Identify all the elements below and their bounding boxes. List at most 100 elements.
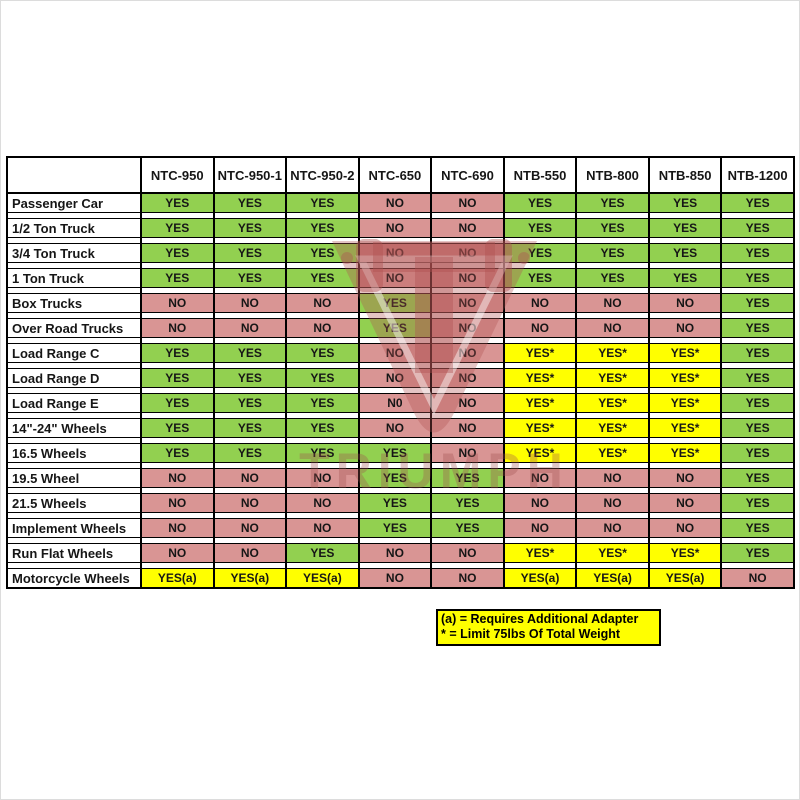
table-cell: YES [721,318,794,338]
table-cell: YES* [576,443,649,463]
table-cell: NO [431,418,504,438]
row-spacer [7,338,794,343]
table-cell: YES [141,268,214,288]
table-cell: YES [358,293,432,313]
column-header-ntc-690: NTC-690 [431,157,504,193]
table-cell: YES* [576,543,649,563]
table-cell: NO [431,368,504,388]
table-cell: YES(a) [141,568,214,588]
table-cell: YES [286,193,359,213]
table-cell: YES* [576,368,649,388]
table-cell: NO [213,318,287,338]
footnote-line: (a) = Requires Additional Adapter [441,612,639,626]
table-cell: YES [286,218,359,238]
footnote-box: (a) = Requires Additional Adapter * = Lim… [436,609,661,646]
table-cell: NO [648,493,722,513]
table-cell: YES [648,218,722,238]
table-cell: NO [431,268,504,288]
table-cell: YES [286,368,359,388]
table-cell: YES [721,443,794,463]
table-cell: YES* [648,393,722,413]
table-cell: NO [576,518,649,538]
table-cell: NO [648,518,722,538]
table-cell: N0 [358,393,432,413]
table-cell: YES [721,468,794,488]
table-cell: YES [213,193,287,213]
table-cell: YES [721,193,794,213]
table-cell: NO [141,293,214,313]
table-row: 3/4 Ton Truck YES YES YES NO NO YES YES YES YES [7,243,794,263]
row-spacer [7,563,794,568]
table-cell: YES [503,243,577,263]
table-cell: YES [213,443,287,463]
table-row: 16.5 Wheels YES YES YES YES NO YES* YES* YES* YES [7,443,794,463]
table-cell: YES [358,318,432,338]
table-cell: NO [213,543,287,563]
row-spacer [7,213,794,218]
row-label: Passenger Car [7,193,141,213]
table-cell: NO [358,268,432,288]
table-cell: NO [431,443,504,463]
table-row: 14"-24" Wheels YES YES YES NO NO YES* YES* YES* Y… [7,418,794,438]
table-cell: NO [213,518,287,538]
row-label: 16.5 Wheels [7,443,141,463]
row-spacer [7,513,794,518]
row-label: Load Range D [7,368,141,388]
row-spacer [7,438,794,443]
table-row: Over Road Trucks NO NO NO YES NO NO NO NO YES [7,318,794,338]
table-row: 21.5 Wheels NO NO NO YES YES NO NO NO YES [7,493,794,513]
table-cell: YES [721,368,794,388]
row-label: 1/2 Ton Truck [7,218,141,238]
table-cell: YES [721,243,794,263]
table-cell: NO [141,543,214,563]
table-cell: NO [721,568,794,588]
table-cell: YES [721,518,794,538]
row-label: Motorcycle Wheels [7,568,141,588]
table-cell: YES(a) [213,568,287,588]
table-cell: NO [503,318,577,338]
table-cell: YES [286,343,359,363]
table-row: Box Trucks NO NO NO YES NO NO NO NO YES [7,293,794,313]
column-header-ntc-650: NTC-650 [358,157,432,193]
table-cell: YES [141,443,214,463]
table-cell: YES* [503,368,577,388]
table-cell: NO [431,393,504,413]
table-cell: YES [648,193,722,213]
table-cell: NO [431,318,504,338]
table-cell: YES [286,543,359,563]
table-cell: YES [358,493,432,513]
table-row: Run Flat Wheels NO NO YES NO NO YES* YES* YES* YE… [7,543,794,563]
table-cell: NO [358,418,432,438]
table-cell: NO [141,468,214,488]
column-header-ntb-850: NTB-850 [648,157,722,193]
table-cell: YES* [503,418,577,438]
table-cell: NO [503,293,577,313]
row-label: 19.5 Wheel [7,468,141,488]
table-cell: YES [721,393,794,413]
table-cell: YES [431,518,504,538]
table-cell: YES [141,393,214,413]
table-cell: YES [721,218,794,238]
table-row: 1/2 Ton Truck YES YES YES NO NO YES YES YES YES [7,218,794,238]
table-cell: NO [576,493,649,513]
table-cell: YES [358,443,432,463]
table-cell: YES [141,193,214,213]
table-cell: YES [358,518,432,538]
table-cell: YES [286,393,359,413]
table-cell: YES [431,468,504,488]
table-cell: YES [576,268,649,288]
table-row: Passenger Car YES YES YES NO NO YES YES YES YES [7,193,794,213]
table-cell: YES [286,443,359,463]
table-row: Load Range D YES YES YES NO NO YES* YES* YES* YES [7,368,794,388]
table-cell: YES [213,343,287,363]
table-cell: NO [648,318,722,338]
table-cell: NO [358,368,432,388]
table-cell: YES [503,218,577,238]
table-cell: YES* [503,343,577,363]
compatibility-table: NTC-950 NTC-950-1 NTC-950-2 NTC-650 NTC-690 N… [6,156,795,589]
table-cell: YES* [576,393,649,413]
row-label: Implement Wheels [7,518,141,538]
footnote-line: * = Limit 75lbs Of Total Weight [441,627,621,641]
table-cell: YES(a) [576,568,649,588]
table-cell: YES [576,243,649,263]
